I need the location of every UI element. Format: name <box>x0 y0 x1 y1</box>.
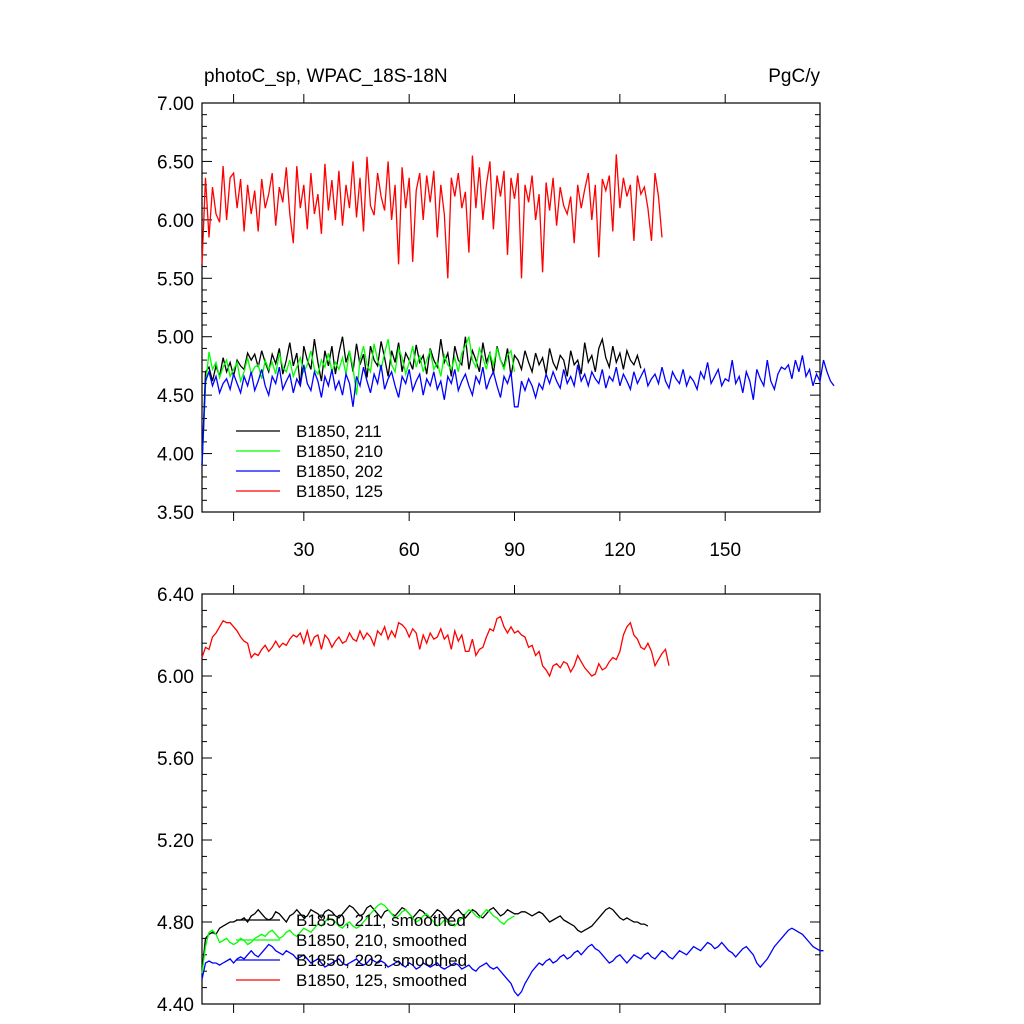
bottom-ytick-label: 4.80 <box>157 913 194 934</box>
legend-label-125: B1850, 125 <box>296 482 383 501</box>
top-xtick-label: 90 <box>504 540 525 561</box>
bottom-legend: B1850, 211, smoothed B1850, 210, smoothe… <box>236 911 467 990</box>
top-legend: B1850, 211 B1850, 210 B1850, 202 B1850, … <box>236 422 383 501</box>
legend-label-125-smoothed: B1850, 125, smoothed <box>296 971 467 990</box>
bottom-plot-frame <box>201 593 821 1005</box>
bottom-ytick-label: 4.40 <box>157 995 194 1016</box>
series-line-211-smoothed <box>201 904 649 972</box>
top-ytick-label: 7.00 <box>157 94 194 115</box>
bottom-ytick-label: 5.20 <box>157 831 194 852</box>
top-title-left: photoC_sp, WPAC_18S-18N <box>204 66 448 87</box>
legend-label-211-smoothed: B1850, 211, smoothed <box>296 911 466 930</box>
top-xtick-label: 120 <box>604 540 636 561</box>
series-line-202 <box>201 355 835 466</box>
top-plot-frame <box>201 102 821 513</box>
top-ytick-label: 3.50 <box>157 503 194 524</box>
top-x-axis: 30 60 90 120 150 <box>293 540 741 561</box>
bottom-series-group <box>201 615 824 997</box>
top-title-right-units: PgC/y <box>768 66 820 87</box>
top-ytick-label: 5.50 <box>157 269 194 290</box>
top-series-group <box>201 154 835 466</box>
series-line-125-smoothed <box>201 615 670 678</box>
series-line-211 <box>201 336 642 466</box>
top-xtick-label: 60 <box>399 540 420 561</box>
series-line-125 <box>201 154 663 279</box>
bottom-panel: 4.40 4.80 5.20 5.60 6.00 6.40 B1850, 211… <box>157 585 824 1016</box>
top-ytick-label: 5.00 <box>157 328 194 349</box>
series-line-202-smoothed <box>201 927 824 997</box>
series-line-210 <box>201 336 516 466</box>
top-panel: photoC_sp, WPAC_18S-18N PgC/y 3.50 4.00 … <box>157 66 835 561</box>
bottom-ytick-label: 6.40 <box>157 585 194 606</box>
bottom-y-axis: 4.40 4.80 5.20 5.60 6.00 6.40 <box>157 585 194 1016</box>
top-ytick-label: 4.00 <box>157 445 194 466</box>
top-ytick-label: 6.50 <box>157 152 194 173</box>
legend-label-202: B1850, 202 <box>296 462 383 481</box>
top-ytick-label: 4.50 <box>157 386 194 407</box>
series-line-210-smoothed <box>201 902 515 974</box>
bottom-ytick-label: 5.60 <box>157 749 194 770</box>
top-ytick-label: 6.00 <box>157 211 194 232</box>
legend-label-202-smoothed: B1850, 202, smoothed <box>296 951 467 970</box>
legend-label-210-smoothed: B1850, 210, smoothed <box>296 931 467 950</box>
bottom-ytick-label: 6.00 <box>157 667 194 688</box>
legend-label-211: B1850, 211 <box>296 422 382 441</box>
legend-label-210: B1850, 210 <box>296 442 383 461</box>
top-y-axis: 3.50 4.00 4.50 5.00 5.50 6.00 6.50 7.00 <box>157 94 194 524</box>
top-minor-ticks <box>202 94 820 521</box>
top-xtick-label: 30 <box>293 540 314 561</box>
top-xtick-label: 150 <box>709 540 741 561</box>
bottom-minor-ticks <box>202 585 820 1013</box>
